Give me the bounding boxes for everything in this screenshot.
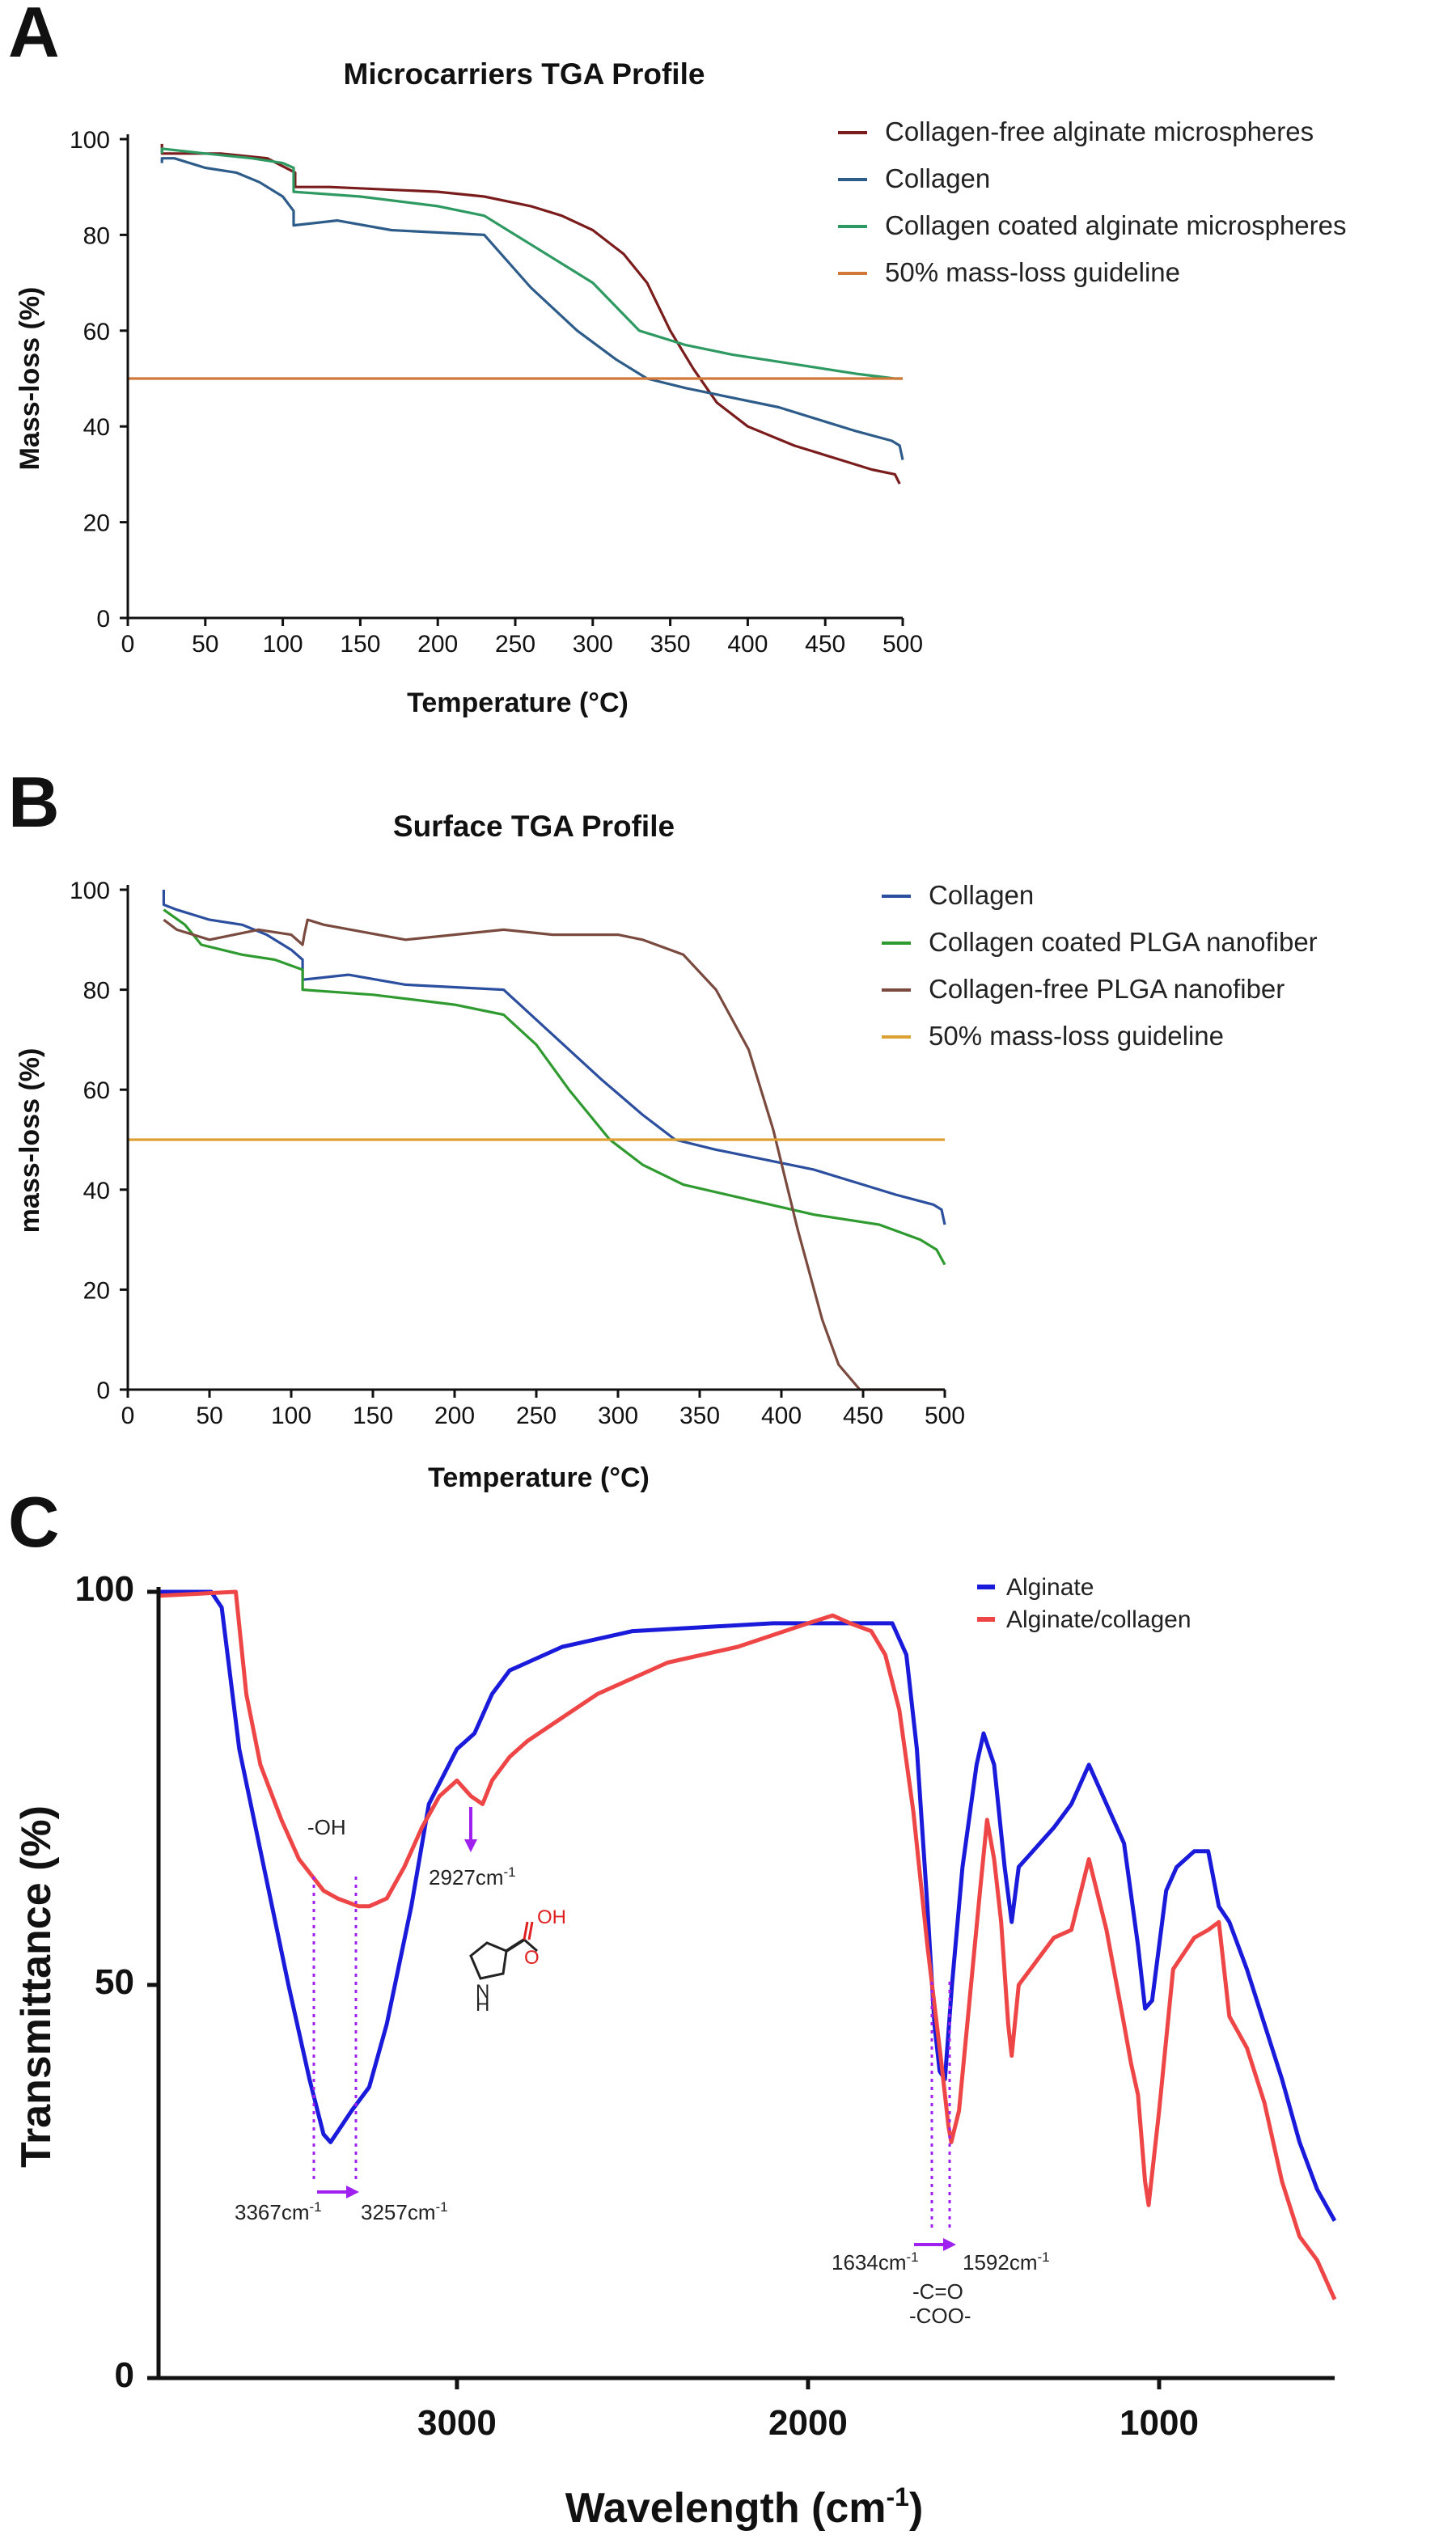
x-tick-label: 100 (271, 1403, 311, 1429)
x-tick-label: 50 (192, 631, 218, 658)
x-tick-label: 400 (727, 631, 768, 658)
series-line-3 (163, 918, 945, 1391)
label-1592: 1592cm-1 (963, 2249, 1050, 2275)
molecule-n: N (476, 1981, 489, 2003)
x-tick-label: 2000 (768, 2403, 848, 2443)
series-line-1 (162, 890, 946, 1225)
legend-label-1: Collagen (929, 880, 1034, 910)
coo-label: -COO- (909, 2304, 971, 2328)
panel-a: A Microcarriers TGA Profile 0 20 40 60 80 100… (8, 0, 1347, 718)
x-tick-label: 0 (121, 1403, 135, 1429)
x-axis-title-c-sup: -1 (887, 2482, 909, 2511)
legend-a: Collagen-free alginate microspheres Colla… (838, 116, 1347, 287)
x-tick-label: 450 (805, 631, 845, 658)
y-axis-title-a: Mass-loss (%) (15, 287, 45, 471)
y-tick-label: 100 (75, 1569, 134, 1609)
x-tick-label: 200 (417, 631, 458, 658)
y-tick-label: 80 (83, 222, 110, 249)
oh-label: -OH (307, 1815, 346, 1839)
plot-area-b: 0 20 40 60 80 100 0 50 100 150 200 250 300 350 400 450 5… (70, 878, 965, 1429)
legend-b: Collagen Collagen coated PLGA nanofiber Co… (882, 880, 1318, 1051)
y-tick-label: 80 (83, 978, 110, 1005)
y-tick-label: 60 (83, 319, 110, 345)
x-tick-label: 150 (340, 631, 380, 658)
panel-letter-a: A (8, 0, 60, 72)
x-tick-label: 250 (495, 631, 535, 658)
x-tick-label: 350 (679, 1403, 720, 1429)
x-tick-label: 3000 (417, 2403, 497, 2443)
y-tick-label: 20 (83, 1277, 110, 1304)
x-tick-label: 100 (263, 631, 303, 658)
y-tick-label: 100 (70, 878, 110, 904)
x-axis-title-c-main: Wavelength (cm (565, 2485, 887, 2532)
y-tick-label: 0 (115, 2355, 134, 2395)
y-tick-label: 0 (96, 606, 110, 633)
legend-label-2: Collagen coated PLGA nanofiber (929, 927, 1318, 957)
x-tick-label: 200 (434, 1403, 475, 1429)
y-axis-title-b: mass-loss (%) (15, 1048, 45, 1234)
legend-label-3: Collagen-free PLGA nanofiber (929, 974, 1285, 1004)
legend-label-1: Collagen-free alginate microspheres (885, 116, 1314, 146)
label-2927: 2927cm-1 (429, 1864, 516, 1889)
x-axis-title-c: Wavelength (cm-1) (565, 2482, 924, 2532)
chart-title-a: Microcarriers TGA Profile (344, 57, 705, 91)
label-1634: 1634cm-1 (832, 2249, 919, 2275)
x-tick-label: 1000 (1120, 2403, 1199, 2443)
molecule-o: O (524, 1947, 540, 1969)
series-line-2 (158, 1589, 1337, 2300)
shift-arrow-oh-head (346, 2186, 359, 2198)
legend-label-4: 50% mass-loss guideline (885, 257, 1180, 287)
x-tick-label: 500 (882, 631, 923, 658)
legend-label-4: 50% mass-loss guideline (929, 1021, 1224, 1051)
x-tick-label: 0 (121, 631, 135, 658)
shift-arrow-co-head (943, 2238, 956, 2251)
series-line-2 (160, 157, 904, 460)
series-line-3 (160, 147, 903, 380)
legend-label-2: Alginate/collagen (1006, 1606, 1191, 1633)
y-tick-label: 40 (83, 414, 110, 441)
y-tick-label: 60 (83, 1077, 110, 1104)
molecule-oh: OH (537, 1906, 566, 1928)
label-3257: 3257cm-1 (361, 2199, 448, 2224)
x-tick-label: 400 (761, 1403, 802, 1429)
annotations-c: -OH 3367cm-1 3257cm-1 2927cm-1 N H OH O (235, 1807, 1050, 2328)
y-tick-label: 40 (83, 1178, 110, 1204)
x-tick-label: 300 (598, 1403, 638, 1429)
legend-label-3: Collagen coated alginate microspheres (885, 210, 1347, 240)
y-tick-label: 50 (95, 1962, 134, 2002)
x-tick-label: 500 (925, 1403, 965, 1429)
panel-b: B Surface TGA Profile 0 20 40 60 80 100 0 50 100… (8, 762, 1318, 1493)
molecule-h: H (476, 1994, 489, 2016)
x-axis-title-c-end: ) (909, 2485, 923, 2532)
x-tick-label: 450 (843, 1403, 883, 1429)
panel-letter-b: B (8, 762, 60, 842)
x-tick-label: 300 (573, 631, 613, 658)
y-tick-label: 20 (83, 510, 110, 537)
legend-label-1: Alginate (1006, 1574, 1094, 1601)
plot-area-c: 0 50 100 3000 2000 1000 (75, 1569, 1337, 2443)
x-tick-label: 150 (353, 1403, 393, 1429)
legend-c: Alginate Alginate/collagen (977, 1574, 1191, 1633)
legend-label-2: Collagen (885, 163, 990, 193)
x-tick-label: 50 (196, 1403, 222, 1429)
label-3367: 3367cm-1 (235, 2199, 322, 2224)
co-label: -C=O (912, 2279, 963, 2304)
x-axis-title-a: Temperature (°C) (407, 688, 629, 718)
y-axis-title-c: Transmittance (%) (13, 1805, 60, 2168)
x-axis-title-b: Temperature (°C) (428, 1462, 650, 1493)
panel-c: C 0 50 100 3000 2000 1000 Transmittance (%) W… (8, 1482, 1337, 2532)
proline-molecule-icon (469, 1921, 538, 1980)
y-tick-label: 100 (70, 127, 110, 154)
series-line-1 (160, 143, 901, 485)
x-tick-label: 250 (516, 1403, 557, 1429)
y-tick-label: 0 (96, 1377, 110, 1404)
chart-title-b: Surface TGA Profile (393, 810, 675, 843)
panel-letter-c: C (8, 1482, 60, 1562)
series-line-2 (163, 908, 946, 1266)
arrow-2927-head (464, 1839, 477, 1852)
x-tick-label: 350 (650, 631, 691, 658)
plot-area-a: 0 20 40 60 80 100 0 50 100 150 200 250 300 350 400 450 5… (70, 127, 923, 658)
